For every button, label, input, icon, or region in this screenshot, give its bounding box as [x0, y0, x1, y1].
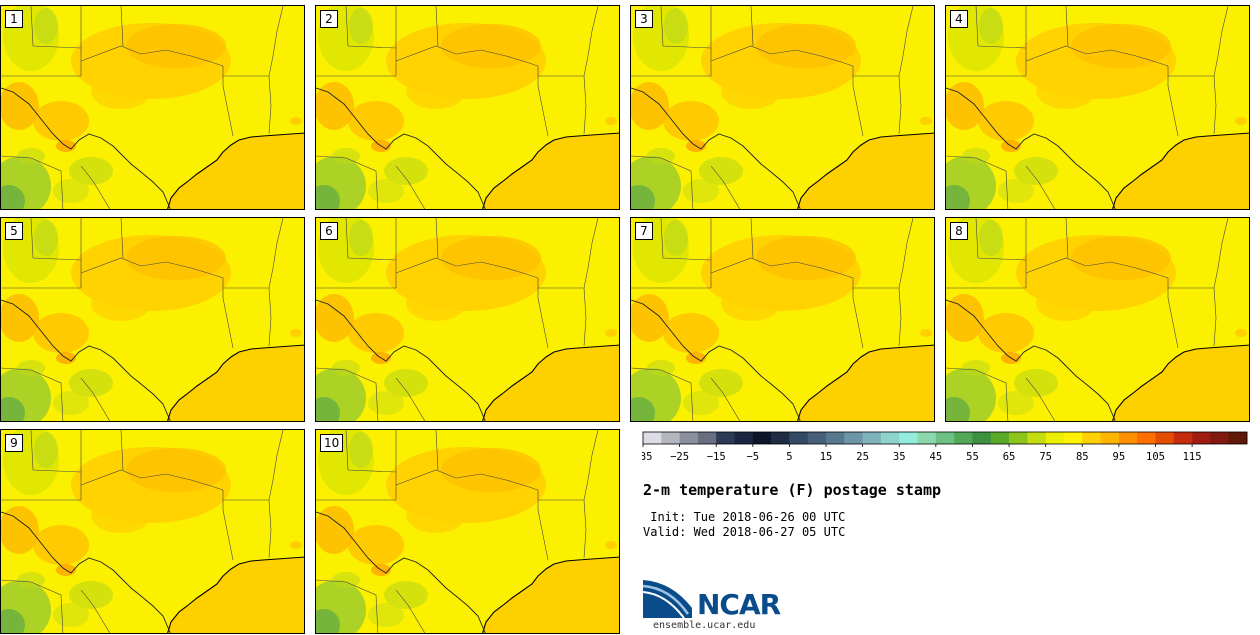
colorbar-swatch — [1210, 432, 1229, 444]
colorbar-tick-label: 45 — [930, 451, 943, 461]
colorbar-swatch — [935, 432, 955, 444]
member-panel: 7 — [630, 217, 935, 422]
colorbar-swatch — [1192, 432, 1211, 444]
colorbar-swatch — [899, 432, 918, 444]
plot-title: 2-m temperature (F) postage stamp — [643, 481, 942, 499]
member-panel: 9 — [0, 429, 305, 634]
colorbar-tick-label: −5 — [746, 451, 759, 461]
colorbar-tick-label: 85 — [1076, 451, 1089, 461]
colorbar-swatch — [1082, 432, 1101, 444]
colorbar-swatch — [734, 432, 754, 444]
colorbar-tick-label: −15 — [707, 451, 726, 461]
member-number: 8 — [950, 222, 968, 240]
temperature-map — [631, 218, 934, 421]
colorbar-tick-label: −35 — [642, 451, 652, 461]
logo-url: ensemble.ucar.edu — [653, 620, 756, 631]
colorbar-swatch — [954, 432, 973, 444]
colorbar-swatch — [972, 432, 992, 444]
colorbar-tick-label: 5 — [786, 451, 792, 461]
colorbar-tick-label: 95 — [1113, 451, 1126, 461]
temperature-map — [316, 218, 619, 421]
member-number: 4 — [950, 10, 968, 28]
colorbar-swatch — [862, 432, 882, 444]
member-number: 7 — [635, 222, 653, 240]
colorbar-swatch — [1063, 432, 1083, 444]
colorbar-swatch — [789, 432, 809, 444]
colorbar-swatch — [1027, 432, 1046, 444]
temperature-map — [316, 430, 619, 633]
colorbar-swatch — [752, 432, 772, 444]
colorbar-swatch — [1118, 432, 1138, 444]
member-panel: 3 — [630, 5, 935, 210]
member-number: 5 — [5, 222, 23, 240]
temperature-map — [631, 6, 934, 209]
colorbar-tick-label: 115 — [1183, 451, 1202, 461]
colorbar-tick-label: 35 — [893, 451, 906, 461]
temperature-map — [316, 6, 619, 209]
member-number: 9 — [5, 434, 23, 452]
colorbar-swatch — [1173, 432, 1193, 444]
colorbar-swatch — [697, 432, 717, 444]
colorbar-swatch — [880, 432, 900, 444]
colorbar-swatch — [844, 432, 863, 444]
init-time: Init: Tue 2018-06-26 00 UTC — [643, 510, 846, 524]
temperature-map — [946, 218, 1249, 421]
temperature-map — [1, 6, 304, 209]
member-number: 10 — [320, 434, 344, 452]
member-number: 2 — [320, 10, 338, 28]
temperature-map — [946, 6, 1249, 209]
member-panel: 5 — [0, 217, 305, 422]
colorbar-swatch — [1009, 432, 1028, 444]
member-panel: 4 — [945, 5, 1250, 210]
colorbar-tick-label: 55 — [966, 451, 979, 461]
logo-wordmark: NCAR — [697, 588, 781, 621]
colorbar-swatch — [1155, 432, 1175, 444]
colorbar-swatch — [1045, 432, 1065, 444]
colorbar-tick-label: 25 — [856, 451, 869, 461]
colorbar-swatch — [917, 432, 937, 444]
temperature-map — [1, 430, 304, 633]
colorbar-swatch — [1100, 432, 1120, 444]
colorbar-swatch — [716, 432, 735, 444]
colorbar-swatch — [1137, 432, 1156, 444]
member-panel: 10 — [315, 429, 620, 634]
colorbar-tick-label: −25 — [670, 451, 689, 461]
member-number: 6 — [320, 222, 338, 240]
valid-time: Valid: Wed 2018-06-27 05 UTC — [643, 525, 846, 539]
colorbar-tick-label: 65 — [1003, 451, 1016, 461]
member-number: 3 — [635, 10, 653, 28]
member-panel: 1 — [0, 5, 305, 210]
colorbar-swatch — [990, 432, 1010, 444]
colorbar-swatch — [771, 432, 790, 444]
member-number: 1 — [5, 10, 23, 28]
colorbar-swatch — [826, 432, 845, 444]
colorbar-swatch — [661, 432, 680, 444]
colorbar-tick-label: 15 — [820, 451, 833, 461]
colorbar-swatch — [1228, 432, 1248, 444]
member-panel: 8 — [945, 217, 1250, 422]
colorbar-tick-label: 75 — [1039, 451, 1052, 461]
colorbar-tick-label: 105 — [1146, 451, 1165, 461]
colorbar-swatch — [679, 432, 699, 444]
member-panel: 6 — [315, 217, 620, 422]
colorbar-swatch — [643, 432, 662, 444]
temperature-map — [1, 218, 304, 421]
colorbar-swatch — [807, 432, 827, 444]
ncar-logo-icon — [642, 580, 692, 619]
member-panel: 2 — [315, 5, 620, 210]
temperature-colorbar: −35 −25 −15 −5 5 15 25 35 45 55 65 75 85 95 105 115 — [642, 431, 1248, 461]
